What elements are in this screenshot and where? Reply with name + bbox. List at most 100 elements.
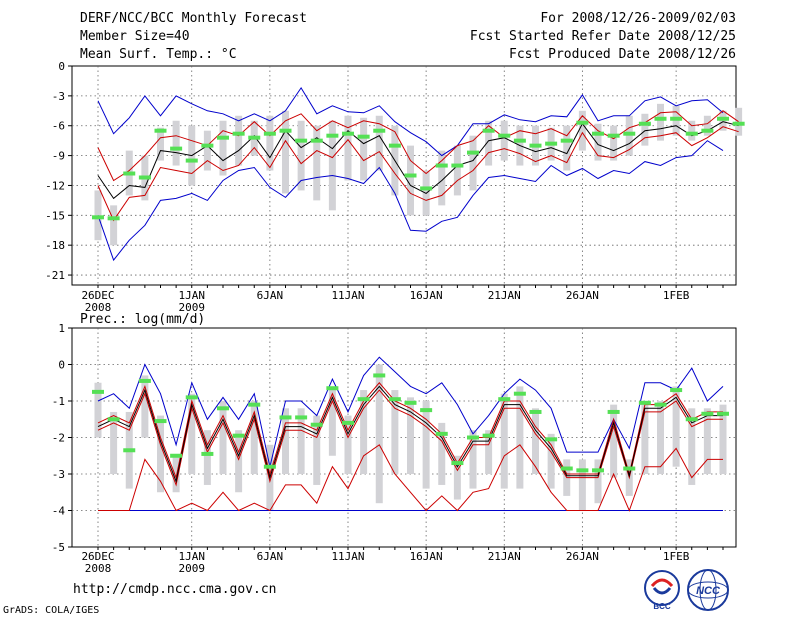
spread-box	[485, 430, 493, 474]
spread-box	[547, 433, 555, 489]
panel-title: Prec.: log(mm/d)	[80, 312, 205, 327]
spread-box	[344, 115, 352, 181]
x-tick-label: 6JAN	[257, 289, 284, 302]
median-marker	[654, 402, 667, 407]
x-tick-label: 26DEC	[81, 289, 114, 302]
median-marker	[232, 131, 245, 136]
spread-box	[594, 459, 602, 504]
spread-box	[438, 422, 446, 485]
spread-box	[657, 103, 664, 141]
x-tick-label: 16JAN	[410, 289, 443, 302]
ncc-logo-text: NCC	[696, 585, 721, 597]
median-marker	[623, 466, 636, 471]
median-marker	[560, 138, 573, 143]
median-marker	[185, 395, 198, 400]
median-marker	[279, 128, 292, 133]
y-tick-label: 0	[58, 359, 65, 372]
spread-box	[516, 386, 524, 489]
max-line	[97, 86, 724, 157]
x-tick-label: 11JAN	[331, 550, 364, 563]
x-tick-label: 6JAN	[257, 550, 284, 563]
median-marker	[107, 216, 120, 221]
forecast-started-label: Fcst Started Refer Date 2008/12/25	[469, 29, 736, 44]
y-tick-label: -9	[52, 150, 65, 163]
median-marker	[623, 131, 636, 136]
spread-box	[657, 401, 664, 474]
spread-box	[172, 455, 180, 493]
median-marker	[482, 433, 495, 438]
variable-label: Mean Surf. Temp.: °C	[80, 47, 237, 62]
x-tick-label: 1FEB	[663, 289, 690, 302]
spread-box	[703, 115, 711, 136]
spread-box	[328, 386, 336, 456]
median-marker	[154, 419, 167, 424]
median-marker	[357, 397, 370, 402]
spread-box	[282, 110, 289, 194]
y-tick-label: -12	[45, 179, 65, 192]
y-tick-label: -3	[52, 468, 65, 481]
max-line	[97, 356, 724, 467]
median-marker	[513, 391, 526, 396]
spread-box	[641, 401, 649, 474]
spread-box	[266, 115, 274, 171]
panel-2	[68, 327, 737, 550]
median-marker	[670, 388, 683, 393]
website-url[interactable]: http://cmdp.ncc.cma.gov.cn	[73, 582, 277, 597]
spread-box	[344, 415, 352, 474]
median-marker	[154, 128, 167, 133]
median-marker	[248, 135, 261, 140]
spread-box	[219, 120, 227, 176]
median-marker	[685, 417, 698, 422]
median-marker	[138, 175, 151, 180]
median-marker	[576, 120, 589, 125]
forecast-produced-label: Fcst Produced Date 2008/12/26	[509, 47, 736, 62]
median-marker	[654, 116, 667, 121]
median-marker	[560, 466, 573, 471]
median-marker	[467, 150, 479, 155]
median-marker	[138, 378, 151, 383]
median-marker	[217, 406, 229, 411]
median-marker	[326, 386, 339, 391]
spread-box	[219, 401, 227, 474]
spread-box	[407, 397, 414, 474]
median-marker	[685, 131, 698, 136]
spread-box	[703, 408, 711, 474]
x-tick-label: 1FEB	[663, 550, 690, 563]
y-tick-label: 1	[58, 322, 65, 335]
spread-box	[453, 145, 461, 196]
spread-box	[688, 408, 696, 485]
median-marker	[92, 215, 104, 220]
spread-box	[157, 127, 164, 161]
median-marker	[201, 143, 214, 148]
spread-box	[438, 150, 446, 206]
y-tick-label: -4	[52, 505, 66, 518]
spread-box	[313, 125, 321, 201]
median-marker	[357, 134, 370, 139]
spread-box	[157, 415, 164, 493]
spread-box	[469, 430, 477, 489]
y-tick-label: -18	[45, 239, 65, 252]
median-marker	[373, 373, 386, 378]
spread-box	[188, 393, 196, 474]
lower-spread-line	[97, 389, 723, 487]
lower-spread-line	[97, 126, 739, 222]
median-marker	[217, 135, 229, 140]
median-marker	[607, 133, 620, 138]
spread-box	[500, 393, 508, 489]
median-marker	[263, 131, 276, 136]
median-marker	[420, 186, 433, 191]
spread-box	[688, 120, 696, 141]
spread-box	[235, 115, 243, 166]
median-marker	[717, 411, 729, 416]
median-marker	[123, 448, 136, 453]
spread-box	[297, 408, 305, 474]
spread-box	[422, 401, 430, 489]
spread-box	[672, 386, 680, 467]
spread-box	[485, 120, 493, 166]
median-marker	[529, 409, 542, 414]
median-marker	[123, 171, 136, 176]
median-marker	[638, 121, 651, 126]
median-marker	[342, 420, 354, 425]
median-marker	[498, 397, 511, 402]
